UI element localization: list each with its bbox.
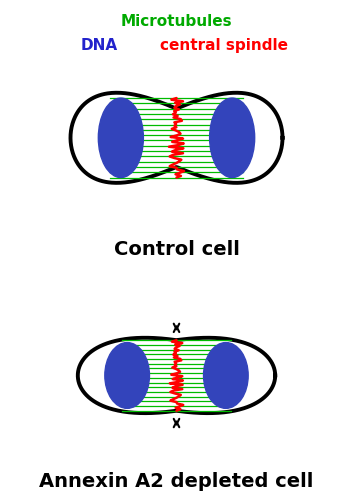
Text: central spindle: central spindle (160, 38, 288, 52)
Ellipse shape (105, 342, 149, 408)
Ellipse shape (98, 98, 143, 178)
Polygon shape (78, 338, 275, 413)
Ellipse shape (210, 98, 255, 178)
Text: DNA: DNA (81, 38, 118, 52)
Text: Annexin A2 depleted cell: Annexin A2 depleted cell (39, 472, 314, 490)
Polygon shape (71, 92, 282, 183)
Ellipse shape (204, 342, 248, 408)
Text: Microtubules: Microtubules (121, 14, 232, 28)
Text: Control cell: Control cell (114, 240, 239, 258)
